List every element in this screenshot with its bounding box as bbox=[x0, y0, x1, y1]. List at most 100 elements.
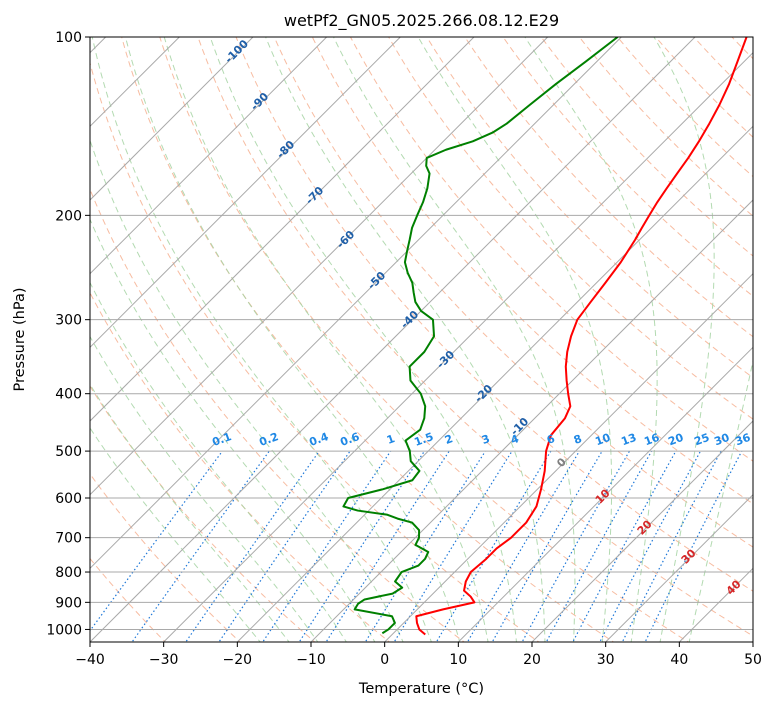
dry-adiabat-line bbox=[90, 385, 316, 642]
dry-adiabat-line bbox=[540, 37, 753, 257]
moist-adiabat-line bbox=[417, 37, 613, 642]
x-tick-label: 0 bbox=[380, 652, 389, 668]
mixing-ratio-line bbox=[218, 450, 351, 642]
y-tick-label: 100 bbox=[55, 30, 82, 46]
y-axis-title: Pressure (hPa) bbox=[12, 287, 28, 391]
dry-adiabat-line bbox=[311, 37, 753, 505]
dry-adiabat-line bbox=[502, 37, 753, 297]
mixing-ratio-line bbox=[131, 450, 270, 642]
isotherm-line bbox=[384, 272, 753, 642]
dry-adiabat-line bbox=[235, 37, 753, 592]
mixing-ratio-label: 0.2 bbox=[257, 430, 280, 449]
mixing-ratio-line bbox=[90, 450, 223, 632]
temperature-profile-line bbox=[415, 37, 748, 636]
mixing-ratio-label: 1.5 bbox=[412, 430, 435, 449]
mixing-ratio-label: 10 bbox=[593, 431, 612, 449]
isotherm-line bbox=[457, 346, 753, 642]
moist-adiabat-line bbox=[90, 383, 290, 642]
dry-adiabat-label: -20 bbox=[472, 382, 495, 405]
dry-adiabat-line bbox=[159, 37, 690, 642]
mixing-ratio-line bbox=[644, 450, 743, 642]
profile-lines bbox=[342, 37, 748, 636]
mixing-ratio-line bbox=[599, 450, 702, 642]
mixing-ratio-line bbox=[466, 450, 580, 642]
dry-adiabat-label: -80 bbox=[274, 138, 297, 161]
mixing-ratio-label: 0.1 bbox=[210, 430, 233, 449]
x-tick-label: 30 bbox=[597, 652, 615, 668]
moist-adiabat-line bbox=[90, 335, 319, 642]
x-tick-label: −20 bbox=[223, 652, 253, 668]
y-tick-label: 800 bbox=[55, 565, 82, 581]
dry-adiabat-line bbox=[197, 37, 753, 637]
x-tick-label: −40 bbox=[75, 652, 105, 668]
isotherm-line bbox=[90, 37, 401, 349]
mixing-ratio-line bbox=[393, 450, 513, 642]
mixing-ratio-label: 1 bbox=[385, 432, 397, 447]
y-tick-label: 300 bbox=[55, 313, 82, 329]
mixing-ratio-label: 13 bbox=[619, 431, 638, 448]
x-tick-label: −30 bbox=[149, 652, 179, 668]
y-tick-label: 700 bbox=[55, 531, 82, 547]
background-lines bbox=[90, 24, 775, 645]
x-tick-label: −10 bbox=[296, 652, 326, 668]
dry-adiabat-line bbox=[757, 24, 775, 645]
mixing-ratio-line bbox=[325, 450, 450, 642]
moist-adiabat-label: 10 bbox=[593, 486, 613, 506]
moist-adiabat-label: 0 bbox=[554, 455, 569, 470]
dry-adiabat-line bbox=[273, 37, 753, 548]
dry-adiabat-line bbox=[349, 37, 753, 462]
mixing-ratio-line bbox=[572, 450, 677, 642]
x-axis: −40 −30 −20 −10 0 10 20 30 40 50 bbox=[75, 642, 762, 668]
x-axis-title: Temperature (°C) bbox=[358, 681, 484, 697]
chart-title: wetPf2_GN05.2025.266.08.12.E29 bbox=[284, 11, 559, 31]
mixing-ratio-label: 4 bbox=[509, 432, 521, 447]
mixing-ratio-line bbox=[621, 450, 722, 642]
mixing-ratio-label: 16 bbox=[642, 431, 661, 449]
isotherm-line bbox=[531, 420, 753, 642]
x-tick-label: 40 bbox=[670, 652, 688, 668]
x-tick-label: 50 bbox=[744, 652, 762, 668]
y-tick-label: 200 bbox=[55, 208, 82, 224]
isotherm-line bbox=[90, 37, 696, 642]
mixing-ratio-label: 0.4 bbox=[307, 430, 330, 449]
isotherm-line bbox=[90, 37, 549, 496]
dry-adiabat-line bbox=[90, 473, 241, 642]
moist-adiabat-line bbox=[90, 138, 404, 642]
dry-adiabat-label: -40 bbox=[398, 308, 421, 331]
mixing-ratio-label: 3 bbox=[480, 432, 492, 447]
dry-adiabat-label: -50 bbox=[365, 269, 388, 292]
mixing-ratio-label: 6 bbox=[545, 432, 557, 447]
isotherm-line bbox=[752, 641, 753, 642]
dry-adiabat-line bbox=[464, 37, 753, 338]
dry-adiabat-line bbox=[578, 37, 753, 217]
dry-adiabat-label: -90 bbox=[248, 90, 271, 113]
y-tick-label: 400 bbox=[55, 387, 82, 403]
mixing-ratio-line bbox=[298, 450, 425, 642]
moist-adiabat-line bbox=[90, 427, 261, 642]
dry-adiabat-line bbox=[90, 291, 391, 642]
moist-adiabat-line bbox=[90, 281, 347, 642]
dewpoint-profile-line bbox=[342, 37, 619, 635]
isotherm-line bbox=[90, 37, 328, 275]
mixing-ratio-line bbox=[185, 450, 320, 642]
mixing-ratio-label: 30 bbox=[712, 431, 731, 449]
y-tick-label: 1000 bbox=[46, 622, 82, 638]
plot-frame bbox=[89, 36, 754, 643]
isotherm-line bbox=[163, 51, 753, 642]
y-axis: 100 200 300 400 500 600 700 800 900 1000 bbox=[46, 30, 90, 638]
moist-adiabat-line bbox=[91, 37, 432, 642]
dry-adiabat-line bbox=[426, 37, 753, 379]
isotherm-line bbox=[310, 199, 753, 642]
y-tick-label: 600 bbox=[55, 491, 82, 507]
moist-adiabat-line bbox=[265, 37, 546, 642]
mixing-ratio-label: 2 bbox=[443, 432, 455, 447]
isotherm-line bbox=[90, 37, 254, 201]
x-tick-label: 10 bbox=[449, 652, 467, 668]
mixing-ratio-label: 20 bbox=[666, 431, 685, 449]
mixing-ratio-label: 8 bbox=[572, 432, 584, 447]
mixing-ratio-label: 25 bbox=[692, 431, 711, 448]
moist-adiabat-line bbox=[90, 218, 376, 642]
dry-adiabat-line bbox=[388, 37, 753, 420]
isotherm-line bbox=[605, 493, 753, 642]
